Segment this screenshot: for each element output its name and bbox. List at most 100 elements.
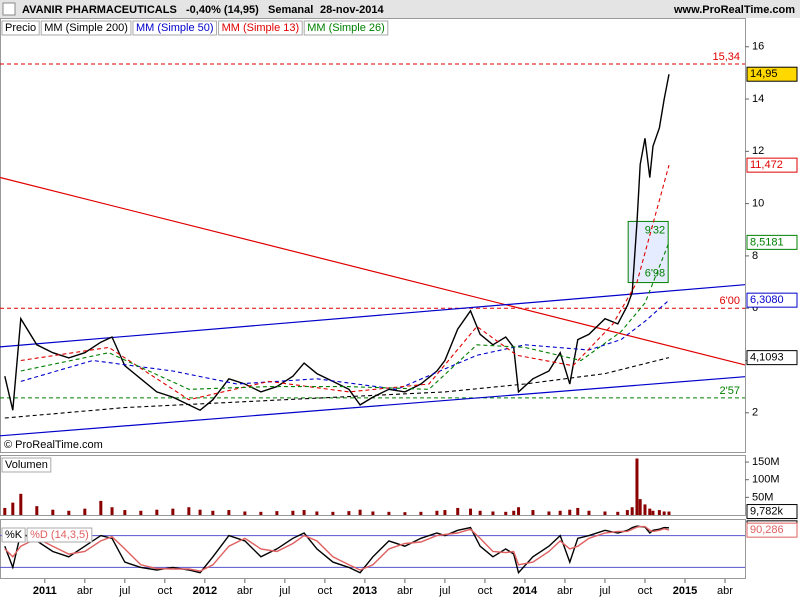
period: Semanal (268, 4, 313, 16)
volume-bar (630, 507, 634, 515)
x-tick-label: jul (598, 585, 610, 597)
volume-bar (99, 500, 103, 515)
volume-bar (603, 511, 607, 515)
volume-bar (243, 511, 247, 515)
x-tick-label: abr (717, 585, 733, 597)
indicator-line (20, 242, 670, 390)
copyright: © ProRealTime.com (4, 439, 103, 451)
price-line (4, 74, 670, 412)
volume-bar (51, 509, 55, 515)
legend-box (40, 20, 132, 36)
legend-box (132, 20, 218, 36)
volume-bar (635, 458, 639, 515)
volume-bar (187, 507, 191, 515)
volume-panel (0, 455, 746, 516)
volume-bar (491, 511, 495, 515)
x-tick-label: jul (438, 585, 450, 597)
volume-bar (3, 507, 7, 515)
zone-high-label: 9'32 (645, 224, 665, 236)
legend-entry: %D (14,3,5) (30, 529, 89, 541)
legend-entry: Volumen (5, 459, 48, 471)
price-panel (0, 18, 746, 453)
change: -0,40% (14,95) (186, 4, 259, 16)
legend-box (26, 527, 93, 543)
volume-bar (587, 510, 591, 515)
volume-bar (443, 510, 447, 515)
volume-bar (123, 510, 127, 515)
value-label: 9,782k (750, 505, 784, 517)
volume-bar (315, 511, 319, 515)
volume-bar (576, 507, 580, 515)
legend-entry: MM (Simple 26) (307, 22, 385, 34)
volume-bar (211, 510, 215, 515)
site: www.ProRealTime.com (673, 4, 795, 16)
date: 28-nov-2014 (320, 4, 384, 16)
legend-box (1, 20, 40, 36)
volume-bar (419, 511, 423, 515)
legend-box (1, 527, 26, 543)
value-label: 8,5181 (750, 236, 784, 248)
volume-bar (139, 510, 143, 515)
y-tick-label: 16 (752, 41, 764, 53)
volume-bar (347, 511, 351, 515)
trend-line (0, 376, 746, 437)
volume-bar (517, 507, 521, 515)
volume-bar (625, 510, 629, 515)
y-tick-label: 8 (752, 250, 758, 262)
legend-entry: MM (Simple 13) (222, 22, 300, 34)
y-tick-label: 12 (752, 145, 764, 157)
indicator-line (20, 299, 670, 390)
x-tick-label: jul (118, 585, 130, 597)
x-tick-label: 2011 (33, 585, 57, 597)
value-label-box (746, 292, 798, 308)
x-tick-label: 2013 (353, 585, 377, 597)
value-label-box (746, 522, 798, 538)
value-label-box (746, 157, 798, 173)
volume-bar (302, 510, 306, 515)
legend-box (1, 457, 52, 473)
volume-bar (291, 510, 295, 515)
y-tick-label: 50M (752, 491, 773, 503)
indicator-line (20, 164, 670, 401)
level-label: 2'57 (720, 385, 740, 397)
y-tick-label: 10 (752, 198, 764, 210)
value-label-box (746, 350, 798, 366)
value-label-box (746, 234, 798, 250)
level-label: 6'00 (720, 295, 740, 307)
trend-line (0, 176, 746, 366)
volume-bar (11, 502, 15, 515)
x-tick-label: jul (278, 585, 290, 597)
level-label: 15,34 (712, 51, 740, 63)
volume-bar (371, 511, 375, 515)
volume-bar (83, 508, 87, 515)
legend-entry: MM (Simple 200) (44, 22, 128, 34)
volume-bar (648, 508, 652, 515)
y-tick-label: 100M (752, 474, 780, 486)
volume-bar (638, 499, 642, 515)
volume-bar (469, 508, 473, 515)
x-tick-label: abr (397, 585, 413, 597)
x-tick-label: oct (158, 585, 173, 597)
legend-box (303, 20, 389, 36)
y-tick-label: 6 (752, 302, 758, 314)
legend-box (218, 20, 303, 36)
volume-bar (155, 509, 159, 515)
volume-bar (478, 510, 482, 515)
x-tick-label: abr (77, 585, 93, 597)
volume-bar (275, 511, 279, 515)
volume-bar (504, 511, 508, 515)
x-tick-label: 2014 (513, 585, 538, 597)
volume-bar (19, 493, 23, 515)
volume-bar (67, 510, 71, 515)
y-tick-label: 150M (752, 456, 780, 468)
volume-bar (667, 511, 671, 515)
indicator-line (4, 357, 670, 419)
zone-low-label: 6'98 (645, 267, 665, 279)
volume-bar (435, 510, 439, 515)
legend-entry: MM (Simple 50) (136, 22, 214, 34)
value-label: 90,286 (750, 524, 784, 536)
legend-entry: Precio (5, 22, 36, 34)
volume-bar (171, 508, 175, 515)
volume-bar (358, 509, 362, 515)
volume-bar (568, 509, 572, 515)
